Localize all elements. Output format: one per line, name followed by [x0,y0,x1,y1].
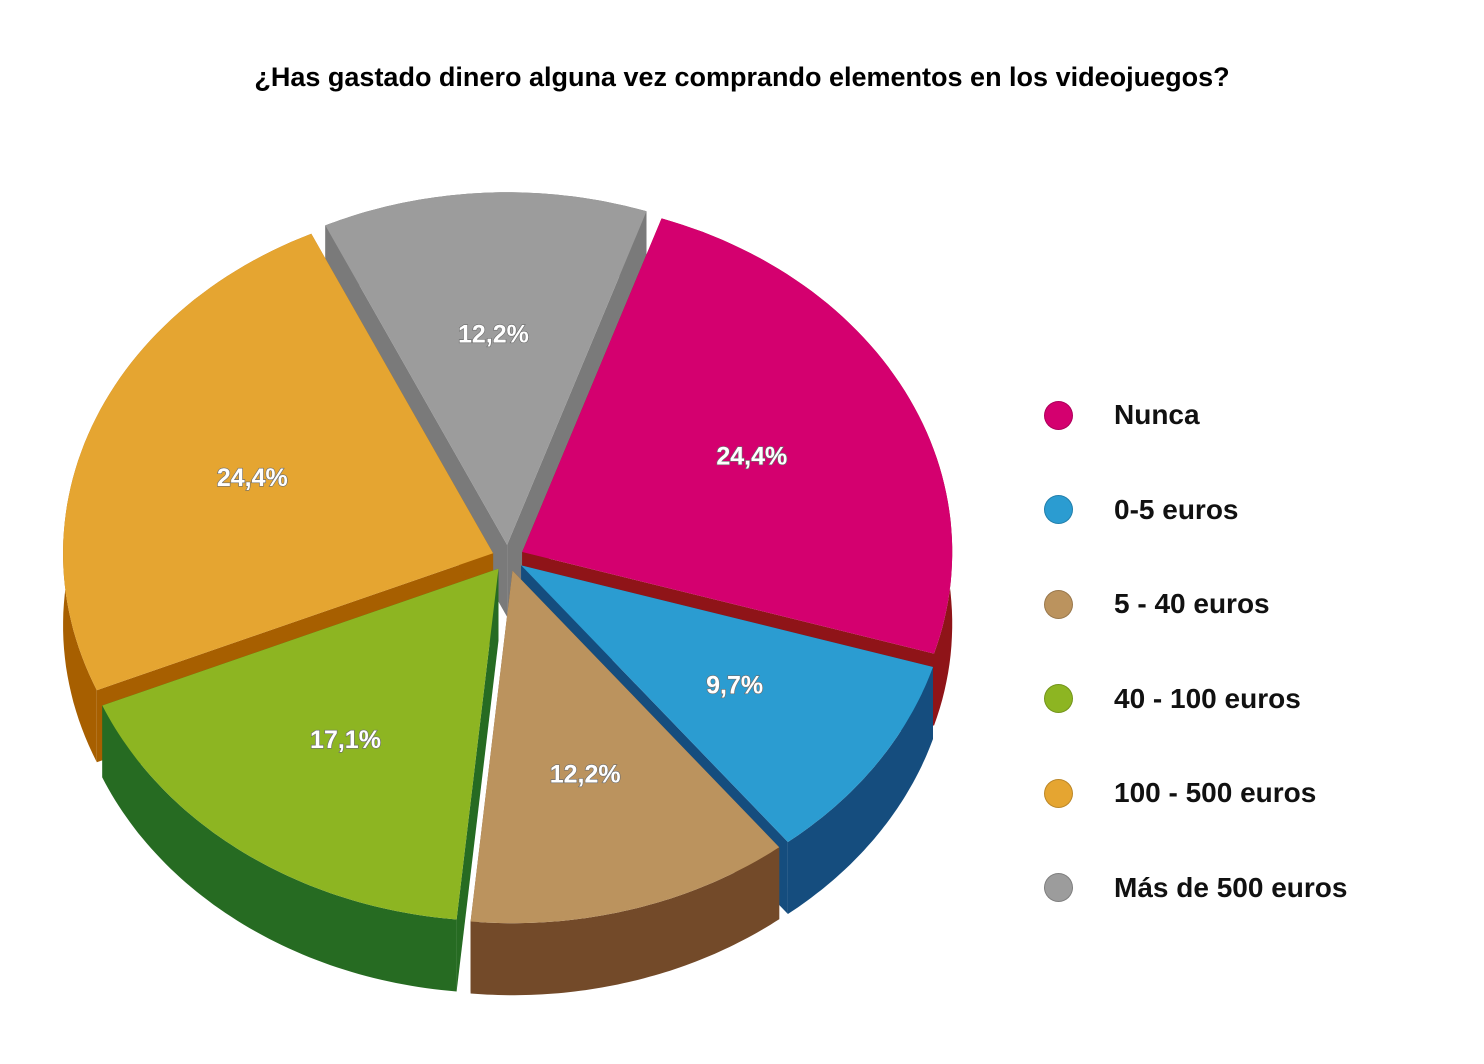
slice-label-0-5-euros: 9,7% [706,671,763,699]
legend-swatch-100-500-euros [1044,778,1073,808]
slice-label-40-100-euros: 17,1% [310,726,381,754]
legend-item-mas-de-500-euros: Más de 500 euros [1044,841,1464,936]
legend-label-nunca: Nunca [1114,399,1200,431]
slice-label-nunca: 24,4% [716,442,787,470]
legend-item-40-100-euros: 40 - 100 euros [1044,652,1464,747]
chart-title: ¿Has gastado dinero alguna vez comprando… [254,62,1230,92]
legend-label-100-500-euros: 100 - 500 euros [1114,777,1317,809]
legend-item-0-5-euros: 0-5 euros [1044,463,1464,558]
legend-label-0-5-euros: 0-5 euros [1114,493,1239,525]
legend-label-40-100-euros: 40 - 100 euros [1114,682,1301,714]
legend-swatch-nunca [1044,400,1073,430]
slice-40-100-euros [102,568,499,920]
legend-item-100-500-euros: 100 - 500 euros [1044,746,1464,841]
legend-label-5-40-euros: 5 - 40 euros [1114,588,1270,620]
slice-side-5-40-euros [470,847,780,996]
slice-tops [63,192,953,924]
slice-labels: 24,4% 9,7% 12,2% 17,1% 24,4% 12,2% [216,320,788,789]
legend-swatch-mas-de-500-euros [1044,873,1073,903]
slice-wall-40-100-euros-0 [456,568,499,992]
slice-5-40-euros [470,570,780,924]
slice-mas-de-500-euros [325,192,647,545]
legend-label-mas-de-500-euros: Más de 500 euros [1114,871,1348,903]
slice-nunca [522,218,953,654]
legend-item-5-40-euros: 5 - 40 euros [1044,557,1464,652]
slice-side-40-100-euros [102,705,457,992]
legend-swatch-40-100-euros [1044,684,1073,714]
slice-0-5-euros [521,565,933,842]
slice-label-mas-de-500-euros: 12,2% [458,321,529,349]
legend-swatch-0-5-euros [1044,495,1073,525]
slice-100-500-euros [63,233,494,691]
slice-side-0-5-euros [787,667,933,914]
slice-label-100-500-euros: 24,4% [217,464,288,492]
slice-label-5-40-euros: 12,2% [550,761,621,789]
legend-item-nunca: Nunca [1044,368,1464,463]
legend-swatch-5-40-euros [1044,589,1073,619]
legend: Nunca 0-5 euros 5 - 40 euros 40 - 100 euros… [1044,368,1464,935]
